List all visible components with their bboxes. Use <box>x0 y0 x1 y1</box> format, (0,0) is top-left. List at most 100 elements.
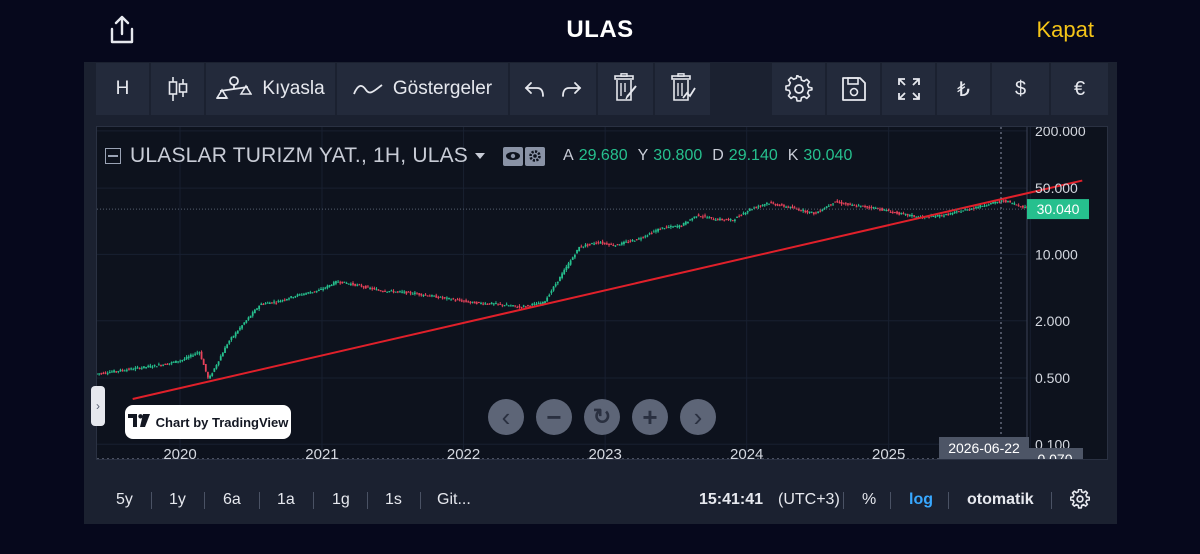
candle-body <box>256 308 258 310</box>
save-button[interactable] <box>827 63 880 115</box>
redo-icon[interactable] <box>561 80 583 98</box>
candle-body <box>224 347 226 353</box>
candle-body <box>970 208 973 210</box>
candle-body <box>838 202 841 204</box>
candle-body <box>802 209 805 211</box>
range-1y[interactable]: 1y <box>169 491 186 508</box>
candle-body <box>207 372 209 378</box>
time-axis[interactable]: 20202021202220232024202520 <box>163 446 1038 459</box>
scroll-back-button[interactable]: ‹ <box>488 399 524 435</box>
chevron-right-icon: › <box>96 399 100 413</box>
symbol-title[interactable]: ULASLAR TURIZM YAT., 1H, ULAS <box>130 144 469 167</box>
percent-scale-button[interactable]: % <box>862 491 877 508</box>
range-1a[interactable]: 1a <box>277 491 295 508</box>
collapse-legend-icon[interactable] <box>105 148 121 164</box>
trend-line[interactable] <box>132 179 1083 400</box>
candle-body <box>738 216 741 218</box>
candle-body <box>328 285 331 287</box>
undo-icon[interactable] <box>523 80 545 98</box>
candle-body <box>309 292 312 294</box>
range-5y[interactable]: 5y <box>116 491 133 508</box>
tradingview-watermark[interactable]: Chart by TradingView <box>125 405 291 439</box>
candle-body <box>332 282 335 286</box>
candle-body <box>183 359 186 361</box>
candle-body <box>298 294 301 296</box>
share-icon[interactable] <box>106 14 138 46</box>
candle-body <box>388 291 391 293</box>
candle-body <box>117 371 120 373</box>
bottom-settings-icon[interactable] <box>1069 488 1091 514</box>
open-value: 29.680 <box>578 147 628 164</box>
log-scale-button[interactable]: log <box>909 491 933 508</box>
interval-button[interactable]: H <box>96 63 149 115</box>
high-value: 30.800 <box>653 147 703 164</box>
compare-button[interactable]: Kıyasla <box>206 63 335 115</box>
candle-body <box>680 225 683 227</box>
candle-body <box>731 220 734 222</box>
currency-usd-button[interactable]: $ <box>992 63 1049 115</box>
range-1g[interactable]: 1g <box>332 491 350 508</box>
candle-body <box>740 215 743 217</box>
symbol-dropdown-icon[interactable] <box>475 153 486 159</box>
candle-body <box>669 226 672 228</box>
candle-body <box>275 302 278 304</box>
candle-body <box>147 365 150 367</box>
candle-body <box>288 298 290 300</box>
scroll-forward-button[interactable]: › <box>680 399 716 435</box>
candle-body <box>723 219 726 221</box>
candle-body <box>977 207 980 209</box>
side-panel-handle[interactable]: › <box>91 386 105 426</box>
indicators-button[interactable]: Göstergeler <box>337 63 508 115</box>
range-6a[interactable]: 6a <box>223 491 241 508</box>
candle-body <box>620 242 623 245</box>
candle-body <box>883 209 886 211</box>
remove-drawings-button[interactable] <box>598 63 653 115</box>
open-label: A <box>563 147 574 164</box>
candle-body <box>874 207 877 209</box>
candle-body <box>876 208 879 210</box>
candle-body <box>712 219 715 221</box>
candle-body <box>588 243 591 245</box>
candle-body <box>719 218 721 221</box>
fullscreen-button[interactable] <box>882 63 935 115</box>
currency-try-button[interactable]: ₺ <box>937 63 990 115</box>
candle-body <box>851 204 854 206</box>
candle-body <box>396 291 399 293</box>
candle-body <box>516 307 519 309</box>
remove-indicators-button[interactable] <box>655 63 710 115</box>
candle-body <box>823 208 826 210</box>
reset-zoom-button[interactable]: ↻ <box>584 399 620 435</box>
timezone-button[interactable]: (UTC+3) <box>778 491 840 508</box>
settings-button[interactable] <box>772 63 825 115</box>
chevron-left-icon: ‹ <box>501 401 511 432</box>
candle-body <box>125 369 128 371</box>
auto-scale-button[interactable]: otomatik <box>967 491 1034 508</box>
candle-body <box>435 295 438 298</box>
price-chart[interactable]: 200.000 50.000 10.000 2.000 0.500 0.100 2020 2… <box>91 126 1108 460</box>
currency-eur-button[interactable]: € <box>1051 63 1108 115</box>
range-1s[interactable]: 1s <box>385 491 402 508</box>
candle-body <box>1009 201 1012 203</box>
candle-body <box>573 254 576 258</box>
zoom-in-button[interactable]: + <box>632 399 668 435</box>
candle-body <box>627 241 630 243</box>
candle-body <box>761 204 764 206</box>
candle-body <box>966 209 969 211</box>
go-to-date[interactable]: Git... <box>437 491 471 508</box>
chart-type-button[interactable] <box>151 63 204 115</box>
zoom-out-button[interactable]: − <box>536 399 572 435</box>
candle-body <box>185 356 188 360</box>
candle-body <box>503 305 506 307</box>
series-settings-icon[interactable] <box>525 146 546 166</box>
candle-body <box>844 203 847 205</box>
candle-body <box>721 219 723 221</box>
candle-body <box>601 241 604 244</box>
visibility-eye-icon[interactable] <box>503 146 524 166</box>
indicators-label: Göstergeler <box>392 78 493 99</box>
chart-toolbar: H Kıyasla Göstergeler ₺ $ € <box>96 63 1108 115</box>
candle-body <box>97 373 98 375</box>
candle-body <box>879 209 881 211</box>
close-button[interactable]: Kapat <box>1036 17 1095 42</box>
